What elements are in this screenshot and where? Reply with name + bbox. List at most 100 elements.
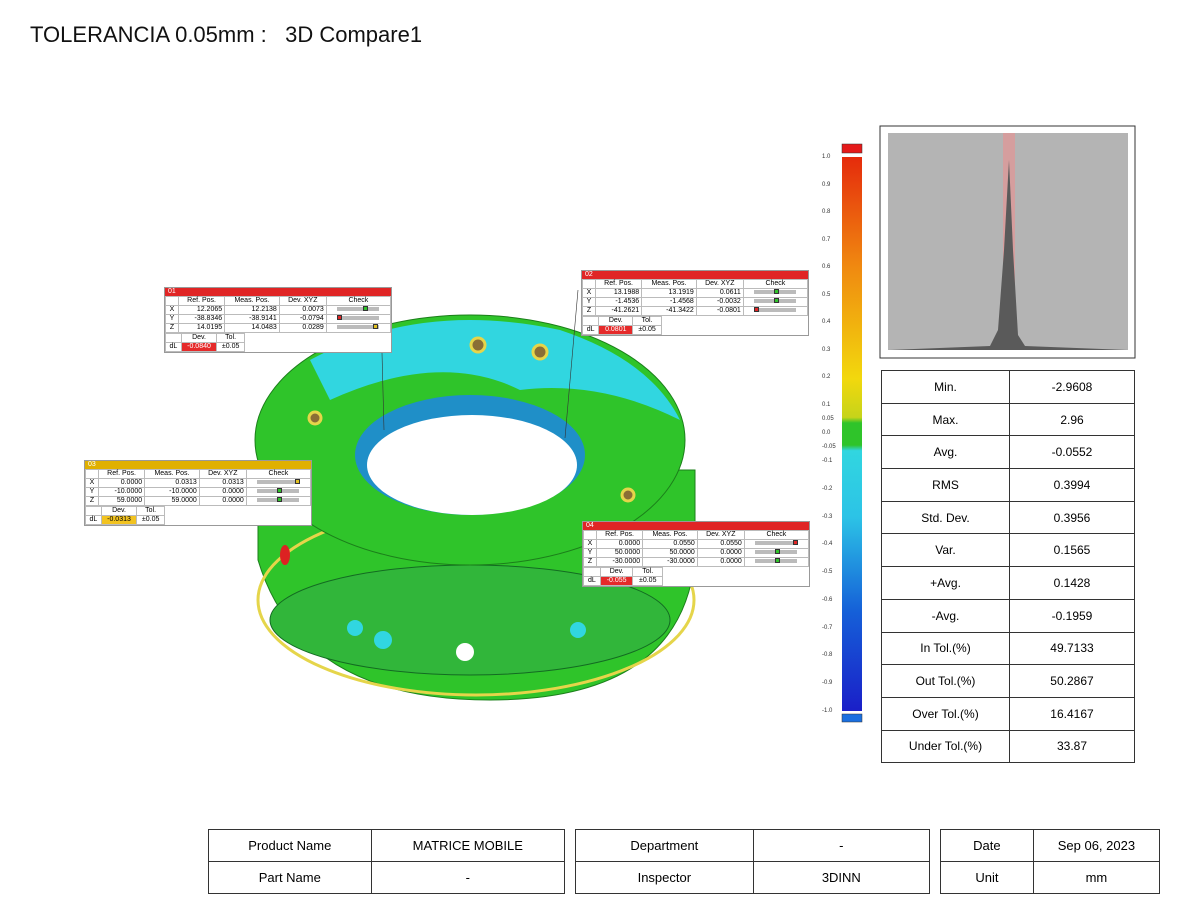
value-cell: -38.9141 <box>224 314 280 324</box>
column-header: Check <box>743 530 810 540</box>
dl-label: dL <box>85 515 102 525</box>
value-cell: 59.0000 <box>97 496 146 506</box>
dev-header-row: Dev. Tol. <box>85 506 165 516</box>
check-marker <box>295 479 301 485</box>
stat-value: -0.0552 <box>1009 435 1135 470</box>
check-cell <box>325 305 392 315</box>
deviation-table: Dev. Tol. dL -0.055 ±0.05 <box>583 567 663 586</box>
info-label: Inspector <box>575 861 754 894</box>
report-title: TOLERANCIA 0.05mm : 3D Compare1 <box>30 22 423 47</box>
tol-value: ±0.05 <box>632 576 663 586</box>
info-label: Unit <box>940 861 1034 894</box>
value-cell: -30.0000 <box>595 557 644 567</box>
callout-id: 04 <box>583 522 809 530</box>
axis-row: Y -38.8346 -38.9141 -0.0794 <box>165 314 392 324</box>
value-cell: -1.4568 <box>641 297 697 307</box>
info-table: Date Sep 06, 2023 Unit mm <box>940 829 1161 894</box>
value-cell: 12.2065 <box>177 305 226 315</box>
value-cell: 12.2138 <box>224 305 280 315</box>
column-header: Check <box>742 279 809 289</box>
check-marker <box>793 540 799 546</box>
value-cell: 0.0550 <box>642 539 698 549</box>
blank-cell <box>165 333 182 343</box>
check-bar <box>257 488 300 494</box>
info-value: mm <box>1032 861 1161 894</box>
value-cell: -0.0032 <box>695 297 744 307</box>
info-row: Date Sep 06, 2023 <box>940 829 1161 862</box>
check-marker <box>774 298 780 304</box>
column-header: Dev. XYZ <box>696 530 745 540</box>
dev-header: Dev. <box>100 506 138 516</box>
dev-value: -0.0840 <box>180 342 218 352</box>
check-bar <box>754 298 797 304</box>
dev-header: Dev. <box>599 567 634 577</box>
scale-label: 0.1 <box>822 402 831 408</box>
column-header: Ref. Pos. <box>594 279 643 289</box>
blank-cell <box>85 506 102 516</box>
value-cell: 59.0000 <box>144 496 200 506</box>
axis-label: X <box>583 539 597 549</box>
dev-header-row: Dev. Tol. <box>581 316 662 326</box>
scale-label: 0.5 <box>822 291 831 298</box>
axis-row: X 12.2065 12.2138 0.0073 <box>165 305 392 315</box>
scale-label: 0.2 <box>822 374 831 381</box>
header-row: Ref. Pos. Meas. Pos. Dev. XYZ Check <box>85 469 312 479</box>
stat-row: Var. 0.1565 <box>881 533 1135 568</box>
check-cell <box>742 306 809 316</box>
dev-header: Dev. <box>180 333 218 343</box>
column-header: Meas. Pos. <box>224 296 280 306</box>
dev-value: -0.055 <box>599 576 634 586</box>
check-cell <box>743 539 810 549</box>
stat-row: Std. Dev. 0.3956 <box>881 500 1135 535</box>
dev-header: Dev. <box>598 316 634 326</box>
value-cell: -41.2621 <box>594 306 643 316</box>
value-cell: 0.0000 <box>198 487 247 497</box>
value-cell: 0.0000 <box>696 548 745 558</box>
stat-row: -Avg. -0.1959 <box>881 598 1135 633</box>
stat-value: 0.3956 <box>1009 500 1135 535</box>
stat-value: -0.1959 <box>1009 598 1135 633</box>
value-cell: 0.0000 <box>696 557 745 567</box>
blank-cell <box>583 567 601 577</box>
stat-row: Max. 2.96 <box>881 402 1135 437</box>
scale-label: -1.0 <box>822 708 833 715</box>
scale-label: 1.0 <box>822 153 831 160</box>
color-bar <box>841 143 863 723</box>
stat-name: Under Tol.(%) <box>881 729 1010 764</box>
check-marker <box>363 306 369 312</box>
check-marker <box>754 307 760 313</box>
axis-label: X <box>165 305 179 315</box>
stat-name: +Avg. <box>881 566 1010 600</box>
value-cell: -10.0000 <box>144 487 200 497</box>
stat-row: RMS 0.3994 <box>881 468 1135 502</box>
dev-header-row: Dev. Tol. <box>583 567 663 577</box>
stat-row: In Tol.(%) 49.7133 <box>881 631 1135 666</box>
stat-name: Avg. <box>881 435 1010 470</box>
blank-cell <box>583 530 597 540</box>
column-header: Dev. XYZ <box>198 469 247 479</box>
info-row: Inspector 3DINN <box>575 861 931 894</box>
scale-label: 0.7 <box>822 236 831 243</box>
scale-label: 0.4 <box>822 319 831 326</box>
column-header: Ref. Pos. <box>97 469 146 479</box>
check-bar <box>754 307 797 313</box>
value-cell: 14.0195 <box>177 323 226 333</box>
axis-row: Z -30.0000 -30.0000 0.0000 <box>583 557 810 567</box>
value-cell: 0.0550 <box>696 539 745 549</box>
value-cell: 50.0000 <box>595 548 644 558</box>
dl-label: dL <box>165 342 182 352</box>
dev-row: dL -0.055 ±0.05 <box>583 576 663 586</box>
callout-id: 03 <box>85 461 311 469</box>
stat-row: Avg. -0.0552 <box>881 435 1135 470</box>
callout: 03 Ref. Pos. Meas. Pos. Dev. XYZ Check X 0.000… <box>84 460 312 526</box>
info-value: Sep 06, 2023 <box>1032 829 1161 862</box>
stat-value: 2.96 <box>1009 402 1135 437</box>
scale-label: -0.1 <box>822 458 833 464</box>
axis-label: Y <box>165 314 179 324</box>
info-value: 3DINN <box>752 861 931 894</box>
stat-name: RMS <box>881 468 1010 502</box>
blank-cell <box>582 279 596 289</box>
stat-row: +Avg. 0.1428 <box>881 566 1135 600</box>
scale-label: -0.3 <box>822 513 833 520</box>
